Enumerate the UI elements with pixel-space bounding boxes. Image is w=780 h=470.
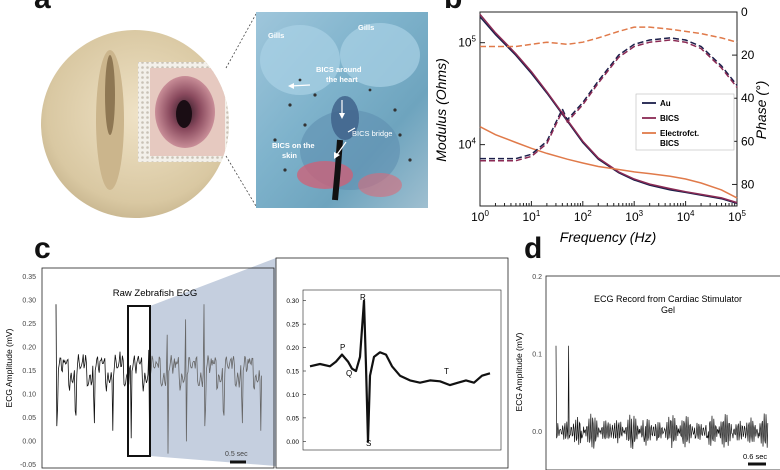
label-s-wave: S [366, 439, 371, 448]
series-line-1 [479, 13, 738, 204]
label-bics-skin-2: skin [282, 151, 297, 160]
y-tick-label: 0.0 [532, 429, 542, 436]
y-tick-label: 0.10 [22, 392, 36, 399]
panel-c-ecg-chart: Raw Zebrafish ECG 0.35 0.30 0.25 0.20 0.15 0.… [4, 257, 509, 469]
inset-y-tick-label: 0.10 [286, 392, 299, 399]
label-p-wave: P [340, 343, 345, 352]
y-right-tick-label: 40 [741, 91, 755, 105]
label-r-wave: R [360, 293, 366, 302]
inset-y-tick-label: 0.15 [286, 369, 299, 376]
y-tick-label: 0.20 [22, 345, 36, 352]
series-line-2 [479, 126, 738, 199]
panel-a-figure: Gills Gills BICS around the heart BICS b… [41, 12, 428, 218]
plot-frame [479, 11, 738, 207]
label-gills-left: Gills [268, 31, 284, 40]
inset-y-tick-label: 0.30 [286, 298, 299, 305]
x-tick-label: 100 [471, 209, 489, 224]
x-tick-label: 105 [728, 209, 746, 224]
y-tick-label: -0.05 [20, 462, 36, 469]
series-line-4 [480, 39, 738, 162]
legend-item-electrofct-bics: BICS [660, 139, 680, 148]
panel-letter-d: d [524, 232, 543, 265]
ecg-trace [555, 345, 769, 450]
scale-bar-label: 0.5 sec [225, 451, 248, 458]
y-right-tick-label: 20 [741, 48, 755, 62]
inset-y-tick-label: 0.00 [286, 439, 299, 446]
y-right-tick-label: 60 [741, 134, 755, 148]
y-tick-label: 0.35 [22, 274, 36, 281]
x-tick-label: 102 [574, 209, 592, 224]
heart-photo: Gills Gills BICS around the heart BICS b… [256, 12, 428, 208]
ecg-trace-grey [150, 304, 262, 454]
label-t-wave: T [444, 367, 449, 376]
label-q-wave: Q [346, 369, 352, 378]
y-tick-label: 0.1 [532, 352, 542, 359]
panel-b-impedance-chart: 100 101 102 103 104 105 104 105 0 20 40 60 80 Freque… [433, 5, 769, 245]
zoom-box [127, 305, 151, 457]
legend-item-electrofct: Electrofct. [660, 129, 699, 138]
legend-item-bics: BICS [660, 114, 680, 123]
inset-frame [275, 257, 509, 469]
chart-title: Raw Zebrafish ECG [113, 288, 197, 299]
y-right-tick-label: 80 [741, 177, 755, 191]
chart-title-line2: Gel [661, 305, 675, 315]
label-bics-bridge: BICS bridge [352, 129, 392, 138]
y-tick-label: 104 [458, 137, 476, 152]
ecg-trace [55, 304, 150, 447]
legend: Au BICS Electrofct. BICS [635, 93, 735, 151]
panel-letter-b: b [444, 0, 462, 14]
inset-y-tick-label: 0.25 [286, 322, 299, 329]
x-tick-label: 104 [677, 209, 695, 224]
panel-letter-a: a [34, 0, 51, 14]
y-right-axis-label: Phase (°) [753, 81, 769, 140]
chart-title-line1: ECG Record from Cardiac Stimulator [594, 294, 742, 304]
scale-bar-label: 0.6 sec [743, 452, 767, 461]
label-bics-heart-1: BICS around [316, 65, 362, 74]
series-line-5 [480, 26, 738, 48]
inset-y-tick-label: 0.05 [286, 415, 299, 422]
x-tick-label: 101 [522, 209, 540, 224]
series-line-3 [480, 37, 738, 160]
y-axis-label: Modulus (Ohms) [433, 58, 449, 161]
y-tick-label: 105 [458, 35, 476, 50]
main-plot-frame [41, 267, 275, 469]
y-tick-label: 0.05 [22, 415, 36, 422]
panel-d-ecg-chart: ECG Record from Cardiac Stimulator Gel 0… [514, 274, 780, 470]
y-right-tick-label: 0 [741, 5, 748, 19]
label-bics-skin-1: BICS on the [272, 141, 315, 150]
y-axis-label: ECG Amplitude (mV) [514, 332, 524, 411]
legend-item-au: Au [660, 99, 671, 108]
panel-letter-c: c [34, 232, 51, 265]
y-axis-label: ECG Amplitude (mV) [4, 328, 14, 407]
x-axis-label: Frequency (Hz) [560, 229, 656, 245]
inset-ecg-trace [309, 299, 491, 443]
y-tick-label: 0.15 [22, 368, 36, 375]
y-tick-label: 0.25 [22, 321, 36, 328]
inset-plot-frame [302, 289, 502, 451]
y-tick-label: 0.00 [22, 439, 36, 446]
plot-frame [545, 275, 780, 470]
label-gills-right: Gills [358, 23, 374, 32]
fish-body-photo [41, 30, 229, 218]
y-tick-label: 0.2 [532, 274, 542, 281]
y-tick-label: 0.30 [22, 298, 36, 305]
inset-y-tick-label: 0.20 [286, 345, 299, 352]
x-tick-label: 103 [625, 209, 643, 224]
label-bics-heart-2: the heart [326, 75, 358, 84]
